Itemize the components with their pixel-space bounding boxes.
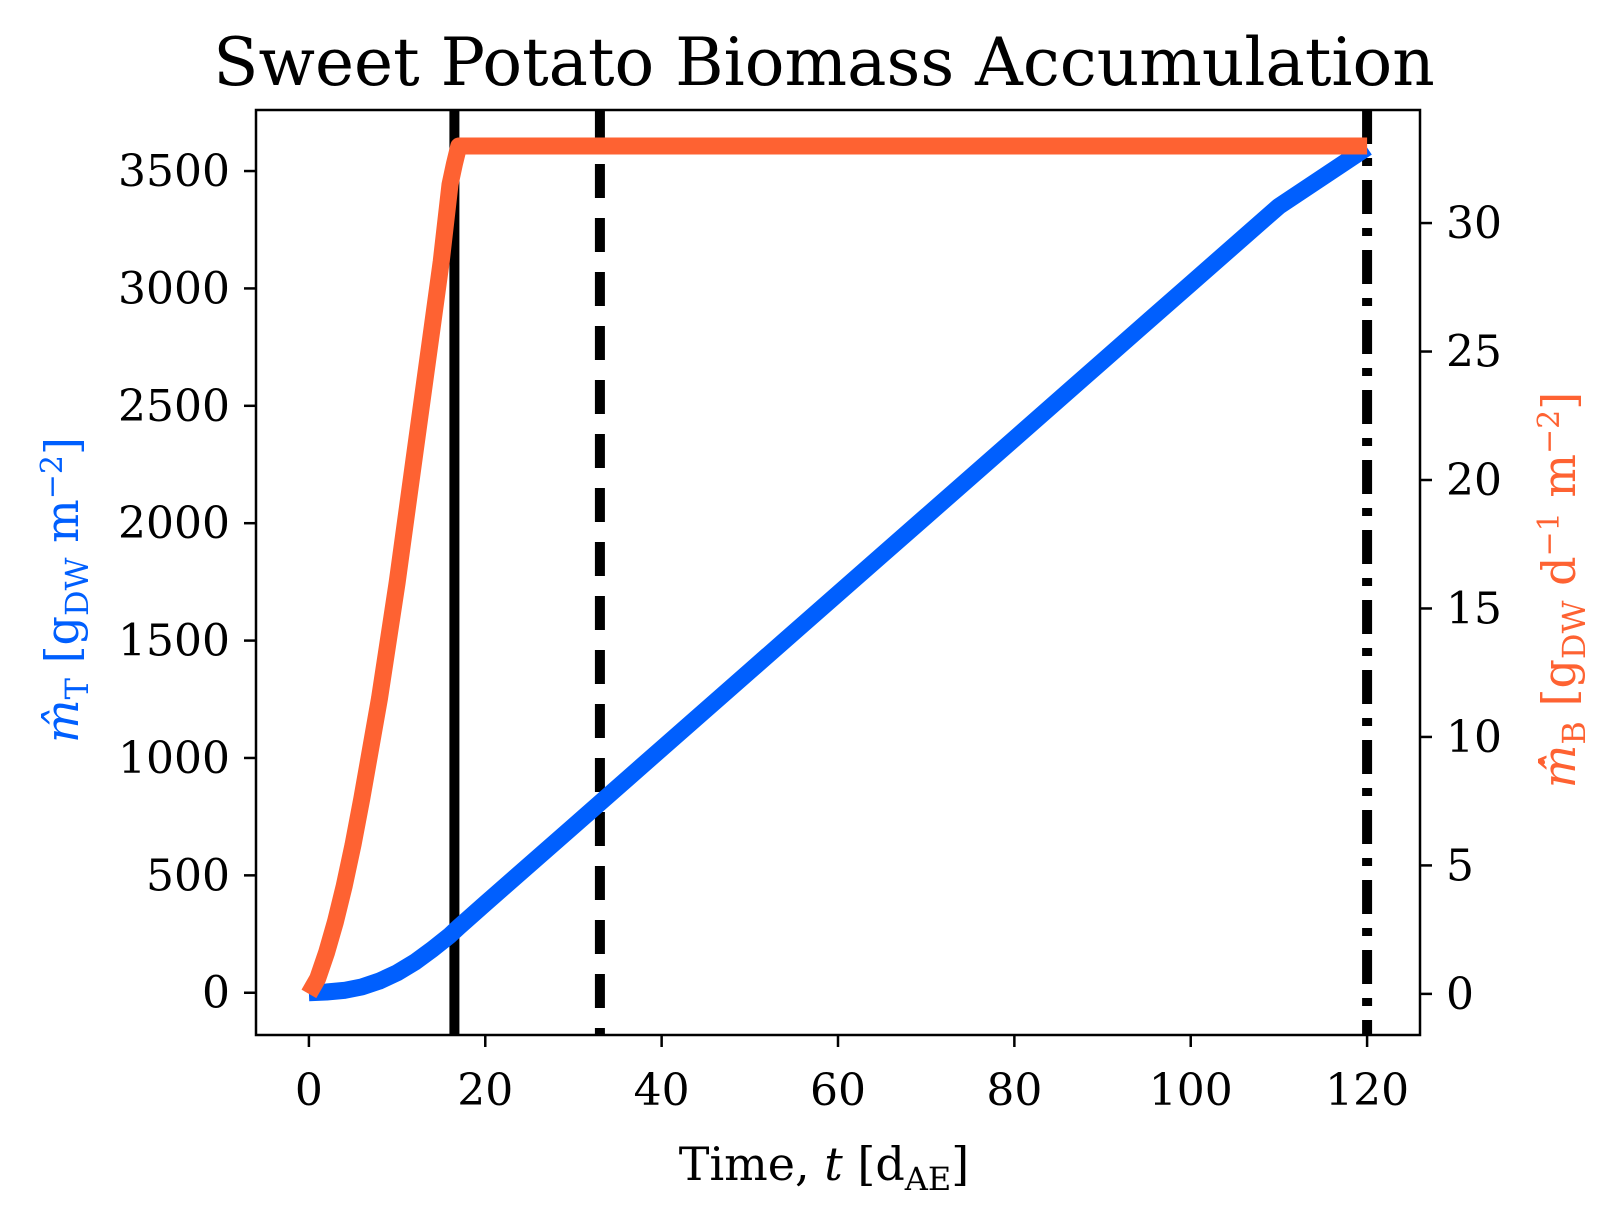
x-tick-label: 20 [457, 1065, 513, 1116]
y-left-tick-label: 3500 [118, 146, 230, 197]
y-axis-left-label: m̂T [gDW m−2] [35, 437, 96, 743]
y-right-tick-label: 15 [1446, 583, 1502, 634]
y-axis-right-label: m̂̇B [gDW d−1 m−2] [1532, 392, 1593, 788]
x-tick-label: 0 [295, 1065, 323, 1116]
y-axis-left: 0 500 1000 1500 2000 2500 3000 3500 [118, 146, 256, 1019]
x-axis: 0 20 40 60 80 100 120 [295, 1035, 1409, 1116]
y-axis-right: 0 5 10 15 20 25 30 [1420, 198, 1502, 1020]
y-left-tick-label: 2500 [118, 381, 230, 432]
y-left-tick-label: 1000 [118, 733, 230, 784]
series-line-right [301, 137, 1368, 999]
x-axis-label: Time, t [dAE] [679, 1137, 969, 1198]
x-tick-label: 40 [634, 1065, 690, 1116]
x-tick-label: 80 [986, 1065, 1042, 1116]
y-right-tick-label: 10 [1446, 712, 1502, 763]
series-line-left [308, 140, 1372, 1002]
y-right-tick-label: 20 [1446, 455, 1502, 506]
x-tick-label: 100 [1149, 1065, 1233, 1116]
plot-area [301, 110, 1373, 1035]
y-right-tick-label: 30 [1446, 198, 1502, 249]
x-tick-label: 120 [1325, 1065, 1409, 1116]
y-right-tick-label: 5 [1446, 840, 1474, 891]
plot-frame [254, 108, 1422, 1037]
y-left-tick-label: 500 [146, 850, 230, 901]
y-left-tick-label: 0 [202, 968, 230, 1019]
y-left-tick-label: 2000 [118, 498, 230, 549]
chart-title: Sweet Potato Biomass Accumulation [213, 24, 1434, 101]
y-right-tick-label: 0 [1446, 969, 1474, 1020]
y-right-tick-label: 25 [1446, 327, 1502, 378]
x-tick-label: 60 [810, 1065, 866, 1116]
y-left-tick-label: 3000 [118, 263, 230, 314]
y-left-tick-label: 1500 [118, 616, 230, 667]
